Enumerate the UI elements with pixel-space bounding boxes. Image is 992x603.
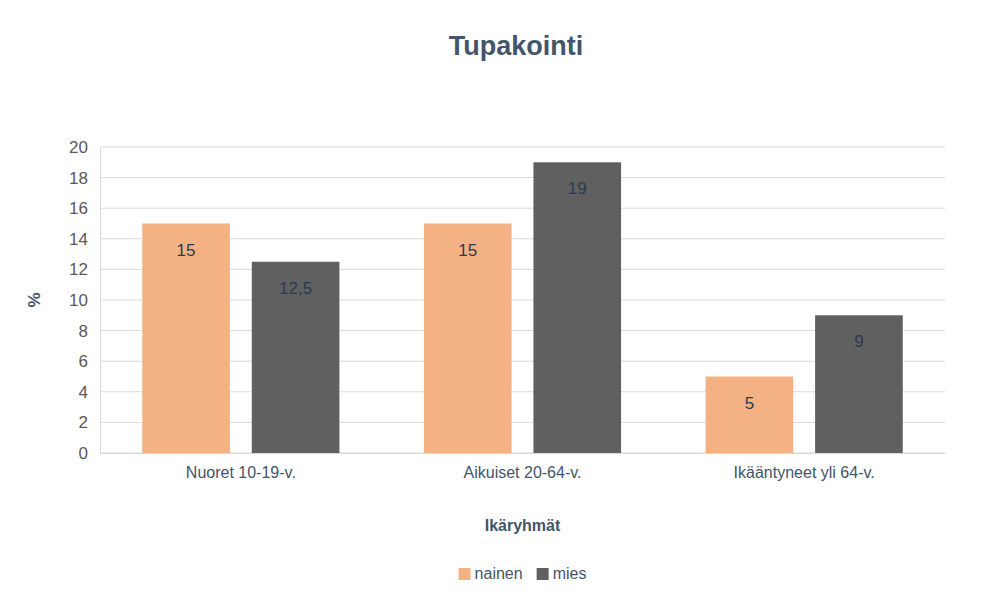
y-tick-label: 6 [79, 352, 88, 371]
bar [706, 377, 794, 454]
y-tick-label: 4 [79, 383, 88, 402]
y-tick: 10 [69, 291, 100, 310]
legend: nainen mies [459, 565, 587, 582]
bar [815, 315, 903, 453]
y-tick-label: 16 [69, 199, 88, 218]
data-label: 15 [458, 241, 477, 260]
y-tick: 14 [69, 230, 100, 249]
x-tick-label: Aikuiset 20-64-v. [464, 464, 582, 481]
data-label: 5 [745, 394, 754, 413]
bar [533, 162, 621, 453]
x-axis-line [101, 453, 946, 454]
x-axis: Nuoret 10-19-v. Aikuiset 20-64-v. Ikääntyn… [101, 453, 946, 481]
x-tick-label: Nuoret 10-19-v. [186, 464, 296, 481]
y-axis: 0 2 4 6 8 10 12 14 16 18 20 [69, 138, 100, 463]
bar [424, 224, 512, 454]
y-tick-label: 14 [69, 230, 88, 249]
y-tick-label: 8 [79, 322, 88, 341]
title: Tupakointi [449, 31, 584, 61]
y-tick: 0 [79, 444, 100, 463]
legend-swatch [537, 568, 549, 580]
x-tick: Ikääntyneet yli 64-v. [734, 453, 875, 481]
y-tick-label: 18 [69, 169, 88, 188]
y-tick-label: 12 [69, 260, 88, 279]
x-tick: Nuoret 10-19-v. [186, 453, 296, 481]
bar [142, 224, 230, 454]
bar [252, 262, 340, 453]
x-axis-title: Ikäryhmät [485, 517, 561, 534]
y-tick: 20 [69, 138, 100, 157]
plot: 0 2 4 6 8 10 12 14 16 18 20 Nuoret 10-19-v. Aikuiset… [69, 138, 945, 481]
grid [100, 147, 945, 453]
chart: Tupakointi 0 2 4 6 8 10 12 14 16 18 20 Nuoret 10-19-… [0, 0, 992, 603]
bars [142, 162, 903, 453]
y-tick: 6 [79, 352, 100, 371]
legend-label: mies [553, 565, 587, 582]
data-label: 12,5 [279, 279, 312, 298]
y-tick: 12 [69, 260, 100, 279]
y-tick-label: 20 [69, 138, 88, 157]
y-tick: 8 [79, 322, 100, 341]
grid-line [100, 177, 945, 178]
grid-line [100, 208, 945, 209]
y-tick: 4 [79, 383, 100, 402]
y-tick-label: 10 [69, 291, 88, 310]
legend-item: mies [537, 565, 587, 582]
x-tick-label: Ikääntyneet yli 64-v. [734, 464, 875, 481]
y-tick: 16 [69, 199, 100, 218]
legend-swatch [459, 568, 471, 580]
y-tick: 18 [69, 169, 100, 188]
y-axis-line [100, 148, 101, 454]
data-label: 9 [854, 332, 863, 351]
data-labels: 15 15 5 12,5 19 9 [177, 179, 864, 412]
x-tick: Aikuiset 20-64-v. [464, 453, 582, 481]
y-tick-label: 0 [79, 444, 88, 463]
y-tick-label: 2 [79, 413, 88, 432]
data-label: 19 [568, 179, 587, 198]
legend-label: nainen [475, 565, 523, 582]
y-tick: 2 [79, 413, 100, 432]
grid-line [100, 147, 945, 148]
data-label: 15 [177, 241, 196, 260]
legend-item: nainen [459, 565, 523, 582]
y-axis-title: % [25, 292, 44, 307]
